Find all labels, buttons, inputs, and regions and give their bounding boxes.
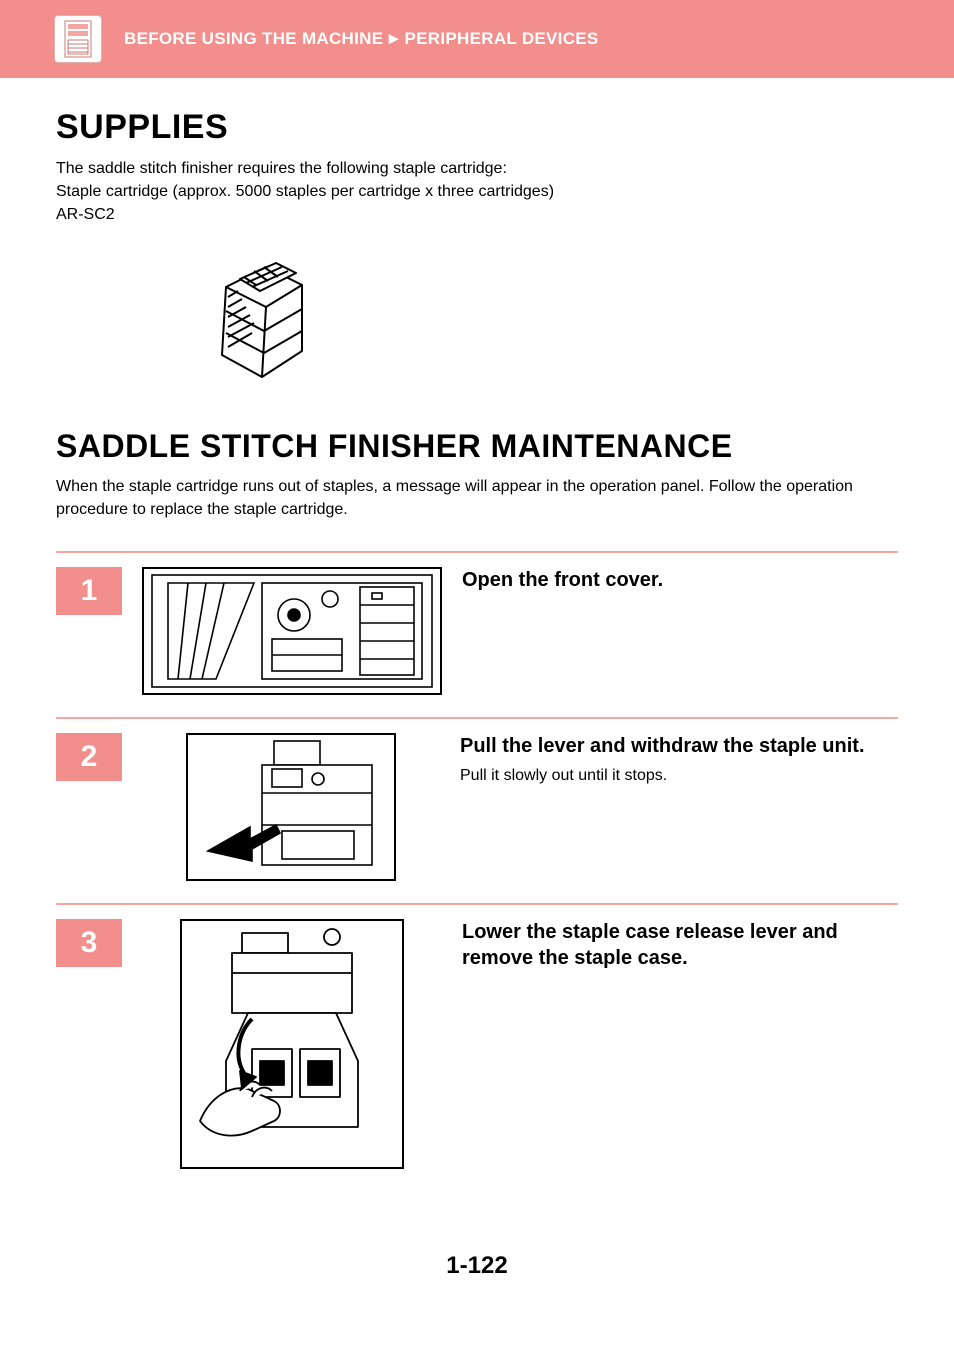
supplies-body: The saddle stitch finisher requires the … [56,157,898,227]
step-2: 2 [56,717,898,881]
page-root: BEFORE USING THE MACHINE►PERIPHERAL DEVI… [0,0,954,1350]
maintenance-intro: When the staple cartridge runs out of st… [56,475,898,521]
step-3-title: Lower the staple case release lever and … [462,919,898,971]
step-3-figure [180,919,404,1169]
page-number: 1-122 [0,1252,954,1280]
breadcrumb: BEFORE USING THE MACHINE►PERIPHERAL DEVI… [124,29,599,49]
step-2-desc: Pull it slowly out until it stops. [460,765,898,787]
step-2-title: Pull the lever and withdraw the staple u… [460,733,898,759]
breadcrumb-part1: BEFORE USING THE MACHINE [124,29,383,48]
supplies-line-2: Staple cartridge (approx. 5000 staples p… [56,180,898,203]
step-1: 1 [56,551,898,695]
step-1-title: Open the front cover. [462,567,898,593]
supplies-line-3: AR-SC2 [56,203,898,226]
supplies-line-1: The saddle stitch finisher requires the … [56,157,898,180]
step-1-number: 1 [56,567,122,615]
chapter-icon [54,15,102,63]
step-2-figure [186,733,396,881]
page-content: SUPPLIES The saddle stitch finisher requ… [0,78,954,1169]
step-1-figure [142,567,442,695]
breadcrumb-arrow-icon: ► [385,29,402,48]
step-3-number: 3 [56,919,122,967]
step-3: 3 [56,903,898,1169]
staple-cartridge-figure [196,255,898,390]
header-band: BEFORE USING THE MACHINE►PERIPHERAL DEVI… [0,0,954,78]
breadcrumb-part2: PERIPHERAL DEVICES [405,29,599,48]
maintenance-heading: SADDLE STITCH FINISHER MAINTENANCE [56,428,898,465]
step-2-number: 2 [56,733,122,781]
supplies-heading: SUPPLIES [56,108,898,147]
